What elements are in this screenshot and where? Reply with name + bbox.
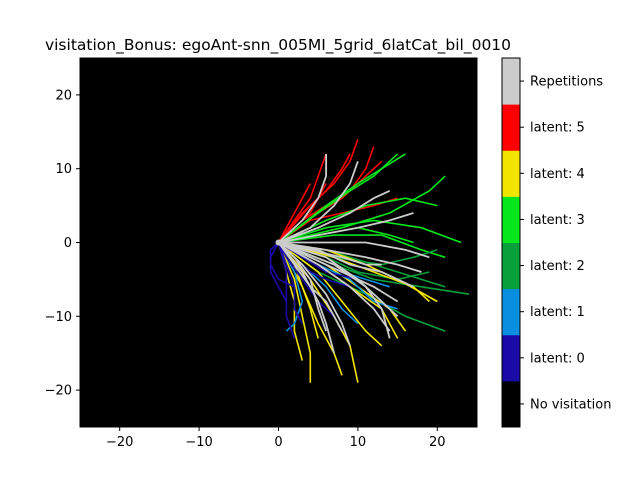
trajectory-latent-5-0: [277, 153, 327, 243]
x-tick-label: 0: [274, 435, 282, 450]
colorbar-label-repetitions: Repetitions: [530, 75, 603, 90]
trajectory-repetitions-11: [278, 241, 414, 288]
y-tick-label: −10: [45, 310, 72, 325]
colorbar-swatch-latent-5: [502, 104, 520, 151]
trajectory-latent-3-4: [278, 153, 406, 244]
colorbar-label-latent-1: latent: 1: [530, 305, 585, 320]
colorbar: No visitation latent: 0 latent: 1 latent: 2…: [501, 57, 611, 428]
colorbar-label-latent-3: latent: 3: [530, 213, 585, 228]
colorbar-label-no-visitation: No visitation: [530, 397, 611, 412]
x-tick-label: 10: [350, 435, 367, 450]
trajectory-repetitions-8: [277, 241, 327, 332]
colorbar-frame: [501, 57, 521, 428]
x-tick-label: 20: [429, 435, 446, 450]
colorbar-swatch-latent-4: [502, 150, 520, 197]
trajectory-repetitions-1: [278, 241, 391, 332]
trajectory-repetitions-2: [278, 241, 422, 273]
y-tick-label: 10: [55, 162, 72, 177]
trajectory-latent-4-3: [278, 241, 383, 347]
trajectory-repetitions-6: [277, 241, 335, 354]
colorbar-label-latent-2: latent: 2: [530, 259, 585, 274]
trajectory-repetitions-0: [278, 241, 399, 303]
trajectory-latent-0-0: [269, 242, 288, 302]
trajectory-repetitions-14: [277, 241, 343, 332]
colorbar-label-latent-5: latent: 5: [530, 121, 585, 136]
trajectory-latent-0-6: [277, 242, 296, 339]
colorbar-label-latent-0: latent: 0: [530, 351, 585, 366]
y-tick-label: 0: [64, 236, 72, 251]
x-tick-label: −10: [185, 435, 212, 450]
colorbar-swatch-latent-0: [502, 334, 520, 382]
colorbar-swatch-no-visitation: [502, 380, 520, 428]
trajectory-repetitions-12: [278, 241, 382, 266]
trajectory-latent-0-2: [269, 241, 295, 288]
x-axis: −20 −10 0 10 20: [106, 427, 446, 450]
chart-title: visitation_Bonus: egoAnt-snn_005MI_5grid…: [45, 36, 511, 55]
trajectory-repetitions-15: [278, 241, 391, 339]
colorbar-swatch-latent-1: [502, 288, 520, 336]
colorbar-swatch-repetitions: [502, 58, 520, 105]
colorbar-swatch-latent-2: [502, 242, 520, 290]
trajectory-latent-4-0: [277, 242, 312, 383]
trajectory-repetitions-10: [277, 153, 328, 244]
trajectory-latent-3-5: [278, 175, 446, 244]
trajectory-repetitions-5: [278, 160, 359, 244]
y-axis: −20 −10 0 10 20: [45, 88, 80, 399]
trajectory-latent-0-4: [277, 242, 335, 317]
trajectory-repetitions-13: [278, 189, 391, 244]
start-point-marker: [275, 239, 282, 246]
y-tick-label: −20: [45, 384, 72, 399]
trajectory-latent-4-8: [278, 241, 430, 303]
trajectory-latent-3-0: [278, 219, 462, 244]
trajectory-layer: [269, 138, 470, 383]
y-tick-label: 20: [55, 88, 72, 103]
trajectory-repetitions-9: [278, 241, 430, 259]
trajectory-latent-5-7: [277, 183, 312, 243]
colorbar-swatch-latent-3: [502, 196, 520, 243]
trajectory-repetitions-4: [278, 212, 414, 244]
colorbar-label-latent-4: latent: 4: [530, 167, 585, 182]
trajectory-latent-5-2: [277, 138, 359, 244]
x-tick-label: −20: [106, 435, 133, 450]
trajectory-repetitions-7: [278, 241, 399, 317]
